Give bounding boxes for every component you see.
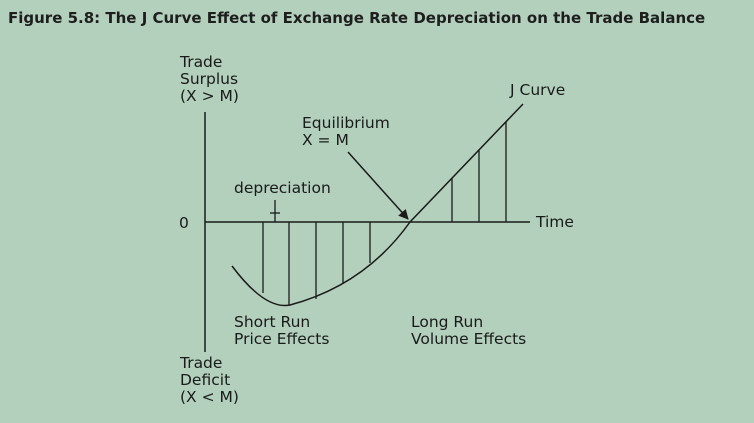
long-run-label-line2: Volume Effects (411, 330, 526, 348)
deficit-hatching (262, 222, 371, 305)
j-curve (231, 103, 524, 307)
y-axis-bottom-label-line1: Trade (179, 354, 222, 372)
y-axis-bottom-label-line2: Deficit (180, 371, 230, 389)
equilibrium-label-line2: X = M (302, 131, 349, 149)
short-run-label-line2: Price Effects (234, 330, 329, 348)
y-axis-zero-label: 0 (179, 214, 189, 232)
figure-title: Figure 5.8: The J Curve Effect of Exchan… (8, 9, 706, 27)
y-axis-top-label-line2: Surplus (180, 70, 238, 88)
long-run-label-line1: Long Run (411, 313, 483, 331)
short-run-label-line1: Short Run (234, 313, 310, 331)
depreciation-label: depreciation (234, 179, 331, 197)
y-axis-top-label-line3: (X > M) (180, 87, 239, 105)
y-axis-bottom-label-line3: (X < M) (180, 388, 239, 406)
equilibrium-label-line1: Equilibrium (302, 114, 390, 132)
equilibrium-arrow (347, 151, 409, 220)
y-axis-top-label-line1: Trade (179, 53, 222, 71)
x-axis-label: Time (535, 213, 574, 231)
surplus-hatching (451, 122, 507, 222)
j-curve-label: J Curve (509, 81, 565, 99)
